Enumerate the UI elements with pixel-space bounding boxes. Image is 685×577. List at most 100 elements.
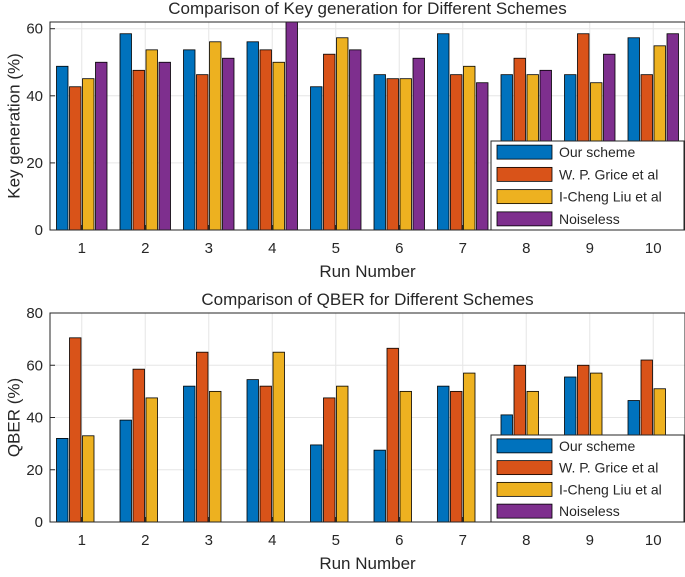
bar-1-run-5	[310, 444, 323, 523]
x-tick-label: 1	[78, 532, 86, 549]
legend-swatch-1	[496, 438, 553, 454]
bar-1-run-3	[183, 49, 196, 231]
x-tick-label: 7	[459, 532, 467, 549]
chart-title: Comparison of Key generation for Differe…	[168, 0, 566, 18]
x-axis-label: Run Number	[319, 262, 416, 281]
x-tick-label: 8	[522, 532, 530, 549]
x-tick-label: 9	[586, 532, 594, 549]
bar-1-run-1	[56, 437, 69, 523]
bar-2-run-4	[259, 49, 272, 231]
bar-2-run-6	[386, 347, 399, 523]
legend-label-2: W. P. Grice et al	[559, 166, 658, 182]
x-tick-label: 2	[141, 532, 149, 549]
bar-2-run-1	[69, 337, 82, 523]
y-tick-label: 20	[26, 155, 43, 172]
legend: Our scheme W. P. Grice et al I-Cheng Liu e…	[490, 434, 685, 523]
bar-4-run-7	[476, 82, 489, 231]
bar-3-run-1	[82, 435, 95, 523]
legend-swatch-4	[496, 211, 553, 227]
legend: Our scheme W. P. Grice et al I-Cheng Liu e…	[490, 140, 685, 231]
axes-box	[49, 21, 685, 231]
y-axis-label: QBER (%)	[4, 378, 23, 457]
bar-3-run-2	[145, 397, 158, 523]
bar-3-run-7	[463, 65, 476, 231]
x-tick-label: 6	[395, 532, 403, 549]
bar-4-run-4	[285, 21, 298, 231]
bar-3-run-4	[272, 61, 285, 231]
bar-2-run-6	[386, 78, 399, 231]
x-tick-label: 3	[205, 532, 213, 549]
bar-4-run-3	[222, 57, 235, 231]
x-axis-label: Run Number	[319, 554, 416, 572]
x-tick-label: 1	[78, 240, 86, 257]
x-tick-label: 10	[645, 532, 662, 549]
legend-swatch-3	[496, 189, 553, 205]
x-tick-label: 2	[141, 240, 149, 257]
y-axis-label: Key generation (%)	[4, 53, 23, 199]
legend-label-4: Noiseless	[559, 503, 620, 519]
bar-1-run-7	[437, 385, 450, 523]
y-tick-label: 0	[35, 222, 43, 239]
chart-panel-2: 0 20 40 60 80 1 2 3 4 5 6 7 8 9 10 Comparison of QBER f…	[4, 290, 685, 573]
bar-3-run-5	[336, 385, 349, 523]
y-tick-label: 40	[26, 88, 43, 105]
legend-label-3: I-Cheng Liu et al	[559, 189, 662, 205]
bar-3-run-6	[399, 390, 412, 523]
legend-label-1: Our scheme	[559, 438, 635, 454]
x-tick-label: 7	[459, 240, 467, 257]
bar-2-run-7	[450, 390, 463, 523]
bar-2-run-5	[323, 397, 336, 523]
bar-1-run-6	[373, 449, 386, 523]
bar-2-run-4	[259, 385, 272, 523]
bar-1-run-7	[437, 33, 450, 231]
legend-swatch-1	[496, 144, 553, 160]
legend-label-2: W. P. Grice et al	[559, 460, 658, 476]
x-tick-label: 8	[522, 240, 530, 257]
bar-3-run-6	[399, 78, 412, 231]
chart-panel-1: 0 20 40 60 1 2 3 4 5 6 7 8 9 10 Comparison of Key gene…	[4, 0, 685, 281]
bar-3-run-5	[336, 37, 349, 231]
bar-4-run-6	[412, 57, 425, 231]
legend-swatch-4	[496, 503, 553, 519]
bar-3-run-3	[209, 390, 222, 523]
legend-label-4: Noiseless	[559, 211, 620, 227]
bar-3-run-1	[82, 78, 95, 231]
legend-swatch-2	[496, 166, 553, 182]
bar-1-run-1	[56, 65, 69, 231]
bar-2-run-3	[196, 74, 209, 231]
bar-3-run-3	[209, 41, 222, 231]
y-tick-label: 20	[26, 462, 43, 479]
x-tick-label: 5	[332, 532, 340, 549]
bar-3-run-4	[272, 351, 285, 523]
y-tick-label: 60	[26, 357, 43, 374]
bar-4-run-5	[349, 49, 362, 231]
bar-2-run-2	[132, 69, 145, 231]
bar-1-run-4	[246, 41, 259, 231]
bar-1-run-6	[373, 74, 386, 231]
x-tick-label: 3	[205, 240, 213, 257]
bar-3-run-7	[463, 372, 476, 523]
legend-label-3: I-Cheng Liu et al	[559, 481, 662, 497]
bar-3-run-2	[145, 49, 158, 231]
bar-1-run-2	[119, 33, 132, 231]
bar-2-run-7	[450, 74, 463, 231]
x-tick-label: 4	[268, 240, 276, 257]
bar-2-run-1	[69, 86, 82, 231]
bar-1-run-4	[246, 379, 259, 523]
bar-2-run-3	[196, 351, 209, 523]
x-tick-label: 5	[332, 240, 340, 257]
x-tick-label: 6	[395, 240, 403, 257]
bar-2-run-2	[132, 368, 145, 523]
bar-1-run-2	[119, 419, 132, 523]
legend-swatch-3	[496, 481, 553, 497]
bar-4-run-1	[95, 61, 108, 231]
bar-4-run-2	[158, 61, 171, 231]
bar-1-run-3	[183, 385, 196, 523]
x-tick-label: 4	[268, 532, 276, 549]
y-tick-label: 80	[26, 305, 43, 322]
legend-label-1: Our scheme	[559, 144, 635, 160]
y-tick-label: 0	[35, 514, 43, 531]
bar-1-run-5	[310, 86, 323, 231]
